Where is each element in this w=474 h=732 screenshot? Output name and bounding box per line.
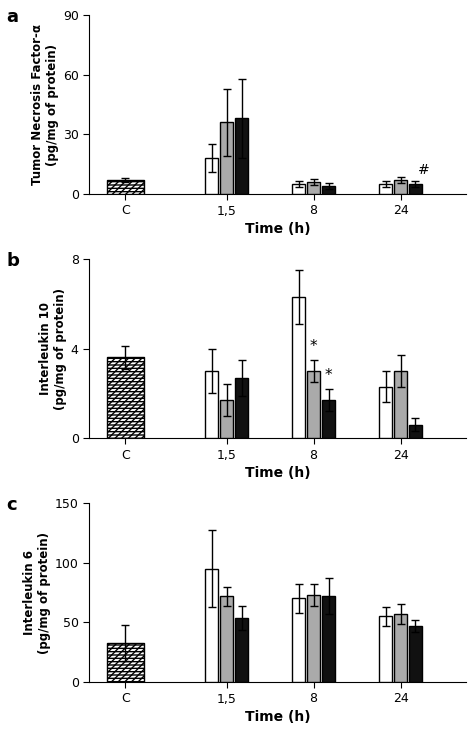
Bar [292,184,305,194]
Y-axis label: Interleukin 6
(pg/mg of protein): Interleukin 6 (pg/mg of protein) [23,531,51,654]
Bar [235,378,248,438]
Bar [107,643,144,682]
Text: b: b [6,252,19,270]
Bar [107,180,144,194]
Bar [394,614,407,682]
Bar [205,371,218,438]
Bar [220,122,233,194]
Bar [379,616,392,682]
Bar [107,643,144,682]
Bar [292,297,305,438]
Y-axis label: Interleukin 10
(pg/mg of protein): Interleukin 10 (pg/mg of protein) [38,288,66,409]
Bar [107,357,144,438]
X-axis label: Time (h): Time (h) [245,466,310,479]
Bar [322,400,335,438]
Bar [409,425,422,438]
Bar [220,596,233,682]
Bar [220,400,233,438]
Bar [307,371,320,438]
Y-axis label: Tumor Necrosis Factor-α
(pg/mg of protein): Tumor Necrosis Factor-α (pg/mg of protei… [31,24,59,185]
Bar [322,186,335,194]
Bar [235,119,248,194]
X-axis label: Time (h): Time (h) [245,709,310,724]
Bar [394,180,407,194]
Bar [205,158,218,194]
Bar [205,569,218,682]
Bar [409,184,422,194]
Text: *: * [310,340,318,354]
Bar [409,626,422,682]
Bar [292,599,305,682]
Text: *: * [325,368,332,384]
Bar [394,371,407,438]
Bar [235,618,248,682]
Bar [107,180,144,194]
Bar [379,386,392,438]
Bar [307,595,320,682]
Text: c: c [6,496,17,514]
X-axis label: Time (h): Time (h) [245,222,310,236]
Bar [107,357,144,438]
Text: a: a [6,8,18,26]
Bar [379,184,392,194]
Text: #: # [418,163,429,176]
Bar [322,596,335,682]
Bar [307,182,320,194]
